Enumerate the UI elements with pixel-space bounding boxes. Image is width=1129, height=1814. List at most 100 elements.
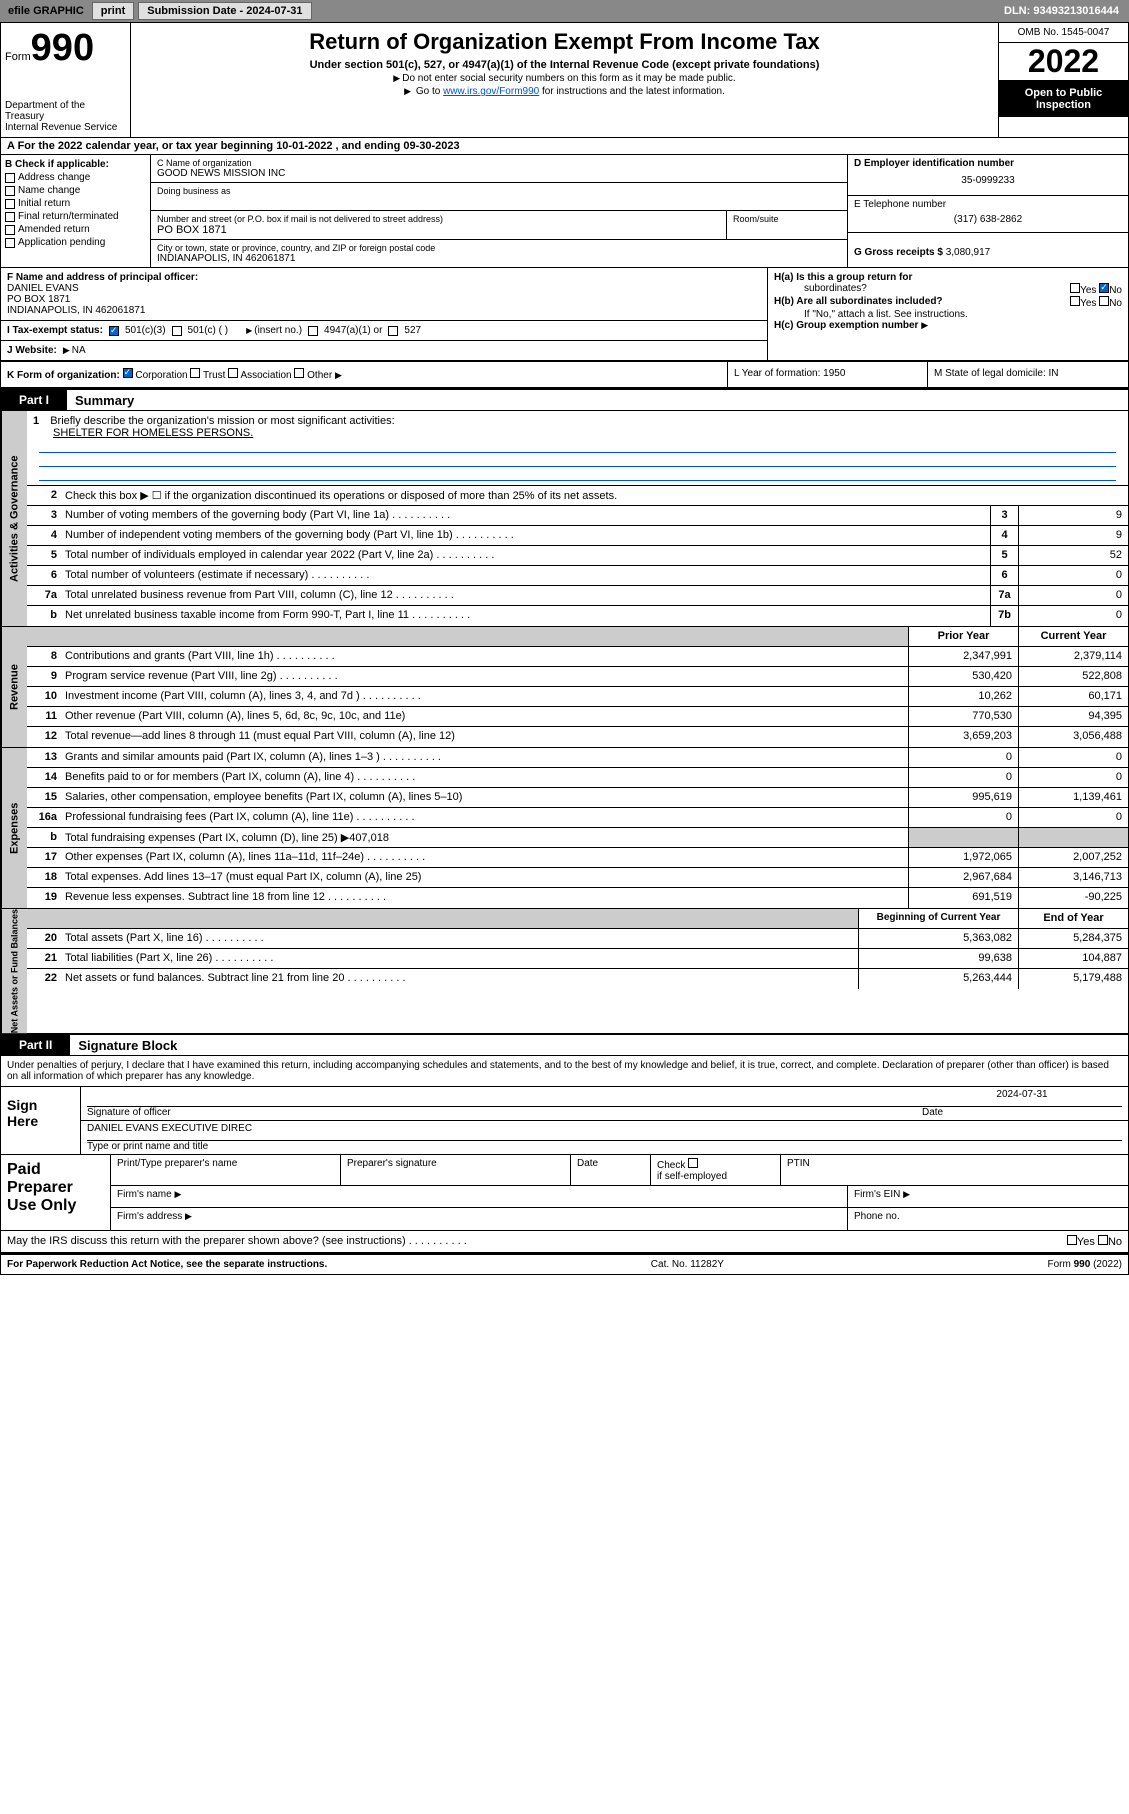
line14-p: 0 xyxy=(908,768,1018,787)
submission-date-button[interactable]: Submission Date - 2024-07-31 xyxy=(138,2,311,20)
chk-discuss-no[interactable] xyxy=(1098,1235,1108,1245)
chk-4947[interactable] xyxy=(308,326,318,336)
line6-box: 6 xyxy=(990,566,1018,585)
col-c-org-info: C Name of organization GOOD NEWS MISSION… xyxy=(151,155,848,267)
opt-other: Other xyxy=(307,370,332,381)
line9-p: 530,420 xyxy=(908,667,1018,686)
chk-ha-yes[interactable] xyxy=(1070,283,1080,293)
sign-here-label: Sign Here xyxy=(1,1087,81,1154)
line20-c: 5,284,375 xyxy=(1018,929,1128,948)
firm-ein-label: Firm's EIN xyxy=(854,1189,900,1200)
j-label: J Website: xyxy=(7,345,57,356)
vlabel-revenue: Revenue xyxy=(1,627,27,747)
ein-value: 35-0999233 xyxy=(854,169,1122,192)
paid-l2: Preparer xyxy=(7,1179,73,1196)
cat-no: Cat. No. 11282Y xyxy=(651,1259,724,1270)
paid-preparer-row: Paid Preparer Use Only Print/Type prepar… xyxy=(1,1155,1128,1231)
dept-line1: Department of the xyxy=(5,100,85,111)
line1-val: SHELTER FOR HOMELESS PERSONS. xyxy=(33,427,253,439)
chk-final-return[interactable] xyxy=(5,212,15,222)
gross-value: 3,080,917 xyxy=(946,247,991,258)
line5-label: Total number of individuals employed in … xyxy=(61,546,990,565)
chk-app-pending[interactable] xyxy=(5,238,15,248)
sig-name-val: DANIEL EVANS EXECUTIVE DIREC xyxy=(87,1123,1122,1141)
ptin-hdr: PTIN xyxy=(781,1155,1128,1185)
open-line1: Open to Public xyxy=(1025,87,1103,99)
opt-501c: 501(c) ( ) xyxy=(188,325,229,336)
addr-label: Number and street (or P.O. box if mail i… xyxy=(157,214,720,224)
row-klm: K Form of organization: Corporation Trus… xyxy=(1,362,1128,389)
org-name: GOOD NEWS MISSION INC xyxy=(157,168,841,179)
opt-assoc: Association xyxy=(240,370,291,381)
note-link-row: Go to www.irs.gov/Form990 for instructio… xyxy=(139,86,990,97)
chk-corp[interactable] xyxy=(123,368,133,378)
form-number: 990 xyxy=(31,27,94,69)
discuss-no: No xyxy=(1108,1236,1122,1248)
omb-number: OMB No. 1545-0047 xyxy=(999,23,1128,43)
line7b-val: 0 xyxy=(1018,606,1128,626)
line22-c: 5,179,488 xyxy=(1018,969,1128,989)
dba-label: Doing business as xyxy=(157,186,841,196)
line16b-label: Total fundraising expenses (Part IX, col… xyxy=(61,828,908,847)
header-left: Form990 Department of the Treasury Inter… xyxy=(1,23,131,137)
line22-p: 5,263,444 xyxy=(858,969,1018,989)
line15-c: 1,139,461 xyxy=(1018,788,1128,807)
hdr-current-year: Current Year xyxy=(1018,627,1128,646)
summary-expenses: Expenses 13Grants and similar amounts pa… xyxy=(1,747,1128,908)
chk-501c3[interactable] xyxy=(109,326,119,336)
chk-amended[interactable] xyxy=(5,225,15,235)
line4-val: 9 xyxy=(1018,526,1128,545)
chk-discuss-yes[interactable] xyxy=(1067,1235,1077,1245)
line10-c: 60,171 xyxy=(1018,687,1128,706)
org-city: INDIANAPOLIS, IN 462061871 xyxy=(157,253,841,264)
chk-ha-no[interactable] xyxy=(1099,283,1109,293)
part1-header: Part I Summary xyxy=(1,389,1128,411)
print-button[interactable]: print xyxy=(92,2,134,20)
line4-label: Number of independent voting members of … xyxy=(61,526,990,545)
chk-501c[interactable] xyxy=(172,326,182,336)
i-label: I Tax-exempt status: xyxy=(7,325,103,336)
discuss-row: May the IRS discuss this return with the… xyxy=(1,1231,1128,1254)
line17-c: 2,007,252 xyxy=(1018,848,1128,867)
line17-p: 1,972,065 xyxy=(908,848,1018,867)
line19-c: -90,225 xyxy=(1018,888,1128,908)
chk-other[interactable] xyxy=(294,368,304,378)
line6-label: Total number of volunteers (estimate if … xyxy=(61,566,990,585)
org-addr: PO BOX 1871 xyxy=(157,224,720,236)
f-name: DANIEL EVANS xyxy=(7,283,761,294)
hb-yes: Yes xyxy=(1080,298,1096,309)
chk-initial-return[interactable] xyxy=(5,199,15,209)
form-subtitle: Under section 501(c), 527, or 4947(a)(1)… xyxy=(139,59,990,71)
summary-activities-governance: Activities & Governance 1 Briefly descri… xyxy=(1,411,1128,626)
chk-hb-no[interactable] xyxy=(1099,296,1109,306)
line20-p: 5,363,082 xyxy=(858,929,1018,948)
chk-assoc[interactable] xyxy=(228,368,238,378)
ha-yes: Yes xyxy=(1080,285,1096,296)
line9-c: 522,808 xyxy=(1018,667,1128,686)
line21-c: 104,887 xyxy=(1018,949,1128,968)
line12-c: 3,056,488 xyxy=(1018,727,1128,747)
part2-tab: Part II xyxy=(1,1035,70,1055)
chk-name-change[interactable] xyxy=(5,186,15,196)
hb-label: H(b) Are all subordinates included? xyxy=(774,296,943,309)
chk-self-employed[interactable] xyxy=(688,1158,698,1168)
header-mid: Return of Organization Exempt From Incom… xyxy=(131,23,998,137)
hb-no: No xyxy=(1109,298,1122,309)
chk-trust[interactable] xyxy=(190,368,200,378)
line11-p: 770,530 xyxy=(908,707,1018,726)
line11-c: 94,395 xyxy=(1018,707,1128,726)
gross-label: G Gross receipts $ xyxy=(854,247,943,258)
f-label: F Name and address of principal officer: xyxy=(7,272,761,283)
irs-link[interactable]: www.irs.gov/Form990 xyxy=(443,86,539,97)
line19-p: 691,519 xyxy=(908,888,1018,908)
hdr-prior-year: Prior Year xyxy=(908,627,1018,646)
phone-value: (317) 638-2862 xyxy=(854,210,1122,229)
chk-hb-yes[interactable] xyxy=(1070,296,1080,306)
room-label: Room/suite xyxy=(727,211,847,239)
chk-527[interactable] xyxy=(388,326,398,336)
k-form-org: K Form of organization: Corporation Trus… xyxy=(1,362,728,387)
chk-address-change[interactable] xyxy=(5,173,15,183)
line10-p: 10,262 xyxy=(908,687,1018,706)
ha-no: No xyxy=(1109,285,1122,296)
paperwork-notice: For Paperwork Reduction Act Notice, see … xyxy=(7,1259,327,1270)
